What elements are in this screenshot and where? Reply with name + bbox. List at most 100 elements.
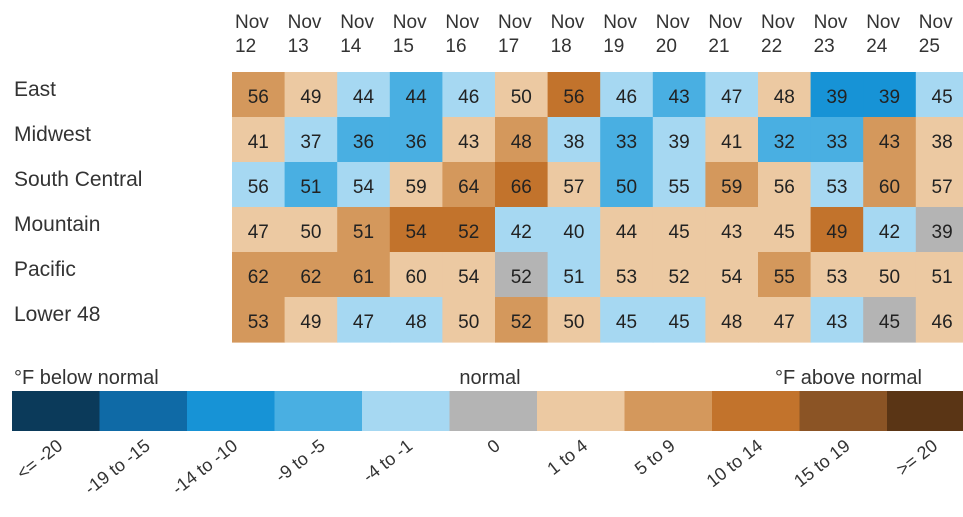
cell-value: 43 — [879, 132, 900, 153]
cell-value: 46 — [616, 87, 637, 108]
legend-swatch — [799, 391, 888, 431]
column-header-day: 15 — [393, 36, 414, 57]
cell-value: 46 — [932, 312, 953, 333]
column-header-day: 16 — [445, 36, 466, 57]
heatmap-cell — [915, 117, 963, 163]
cell-value: 52 — [511, 267, 532, 288]
cell-value: 61 — [353, 267, 374, 288]
cell-value: 56 — [774, 177, 795, 198]
cell-value: 55 — [669, 177, 690, 198]
column-header-day: 18 — [551, 36, 572, 57]
legend-swatches — [12, 391, 963, 431]
heatmap-cell — [600, 72, 654, 118]
legend-swatch — [449, 391, 538, 431]
heatmap-cell — [810, 297, 864, 343]
heatmap-cell — [863, 207, 917, 253]
cell-value: 50 — [300, 222, 321, 243]
heatmap-cell — [389, 252, 443, 298]
legend-swatch — [274, 391, 363, 431]
heatmap-cell — [389, 117, 443, 163]
column-header-day: 24 — [866, 36, 888, 57]
cell-value: 48 — [406, 312, 427, 333]
heatmap-cell — [337, 252, 391, 298]
cell-value: 48 — [721, 312, 742, 333]
legend-tick-label: >= 20 — [893, 435, 942, 479]
cell-value: 53 — [616, 267, 637, 288]
cell-value: 57 — [932, 177, 953, 198]
legend-tick-labels: <= -20 -19 to -15 -14 to -10 -9 to -5 -4 to … — [13, 435, 941, 498]
cell-value: 47 — [774, 312, 795, 333]
heatmap-cell — [337, 297, 391, 343]
cell-value: 54 — [458, 267, 480, 288]
column-header-month: Nov — [235, 12, 269, 33]
heatmap-cell — [652, 117, 706, 163]
cell-value: 49 — [826, 222, 847, 243]
cell-value: 52 — [458, 222, 479, 243]
column-header-day: 22 — [761, 36, 782, 57]
legend-tick-label: -19 to -15 — [81, 435, 154, 498]
cell-value: 47 — [248, 222, 269, 243]
cell-value: 50 — [616, 177, 637, 198]
cell-value: 51 — [932, 267, 953, 288]
heatmap-cell — [547, 252, 601, 298]
heatmap-cell — [284, 162, 338, 208]
heatmap-cell — [705, 117, 759, 163]
heatmap-cell — [863, 72, 917, 118]
heatmap-cell — [915, 252, 963, 298]
column-header-month: Nov — [708, 12, 742, 33]
heatmap-cell — [547, 72, 601, 118]
heatmap-cell — [547, 117, 601, 163]
legend-tick-label: 10 to 14 — [703, 435, 767, 491]
column-header-month: Nov — [603, 12, 637, 33]
cell-value: 45 — [879, 312, 900, 333]
cell-value: 45 — [669, 222, 690, 243]
heatmap-cell — [389, 72, 443, 118]
cell-value: 43 — [721, 222, 742, 243]
heatmap-cell — [442, 252, 496, 298]
column-header-day: 25 — [919, 36, 940, 57]
heatmap-cell — [442, 162, 496, 208]
heatmap-cell — [232, 207, 286, 253]
cell-value: 50 — [563, 312, 584, 333]
column-header-day: 19 — [603, 36, 624, 57]
legend-tick-label: 15 to 19 — [790, 435, 854, 491]
row-label: East — [14, 78, 56, 101]
column-header-day: 17 — [498, 36, 519, 57]
legend-label-below: °F below normal — [14, 367, 159, 389]
cell-value: 38 — [932, 132, 953, 153]
heatmap-cell — [810, 207, 864, 253]
column-header-day: 20 — [656, 36, 677, 57]
heatmap-cell — [442, 72, 496, 118]
column-header-month: Nov — [288, 12, 322, 33]
heatmap-cell — [810, 162, 864, 208]
legend-tick-label: 1 to 4 — [543, 435, 591, 478]
legend: °F below normal normal °F above normal <… — [12, 367, 963, 499]
cell-value: 47 — [353, 312, 374, 333]
legend-swatch — [537, 391, 625, 431]
heatmap-cell — [337, 162, 391, 208]
cell-value: 43 — [458, 132, 479, 153]
cell-value: 45 — [774, 222, 795, 243]
heatmap-cell — [337, 117, 391, 163]
heatmap-cell — [284, 207, 338, 253]
cell-value: 40 — [563, 222, 584, 243]
heatmap-cell — [758, 252, 812, 298]
heatmap-cell — [600, 117, 654, 163]
cell-value: 56 — [563, 87, 584, 108]
heatmap-cell — [495, 72, 549, 118]
heatmap-cell — [442, 297, 496, 343]
legend-swatch — [187, 391, 275, 431]
legend-swatch — [362, 391, 450, 431]
row-label: Lower 48 — [14, 303, 100, 326]
column-header-month: Nov — [498, 12, 532, 33]
column-header-day: 13 — [288, 36, 309, 57]
heatmap-cell — [442, 207, 496, 253]
heatmap-cell — [442, 117, 496, 163]
cell-value: 54 — [353, 177, 375, 198]
heatmap-cell — [863, 252, 917, 298]
legend-swatch — [99, 391, 188, 431]
heatmap-cell — [547, 297, 601, 343]
heatmap-cell — [863, 162, 917, 208]
cell-value: 53 — [826, 177, 847, 198]
legend-swatch — [712, 391, 800, 431]
